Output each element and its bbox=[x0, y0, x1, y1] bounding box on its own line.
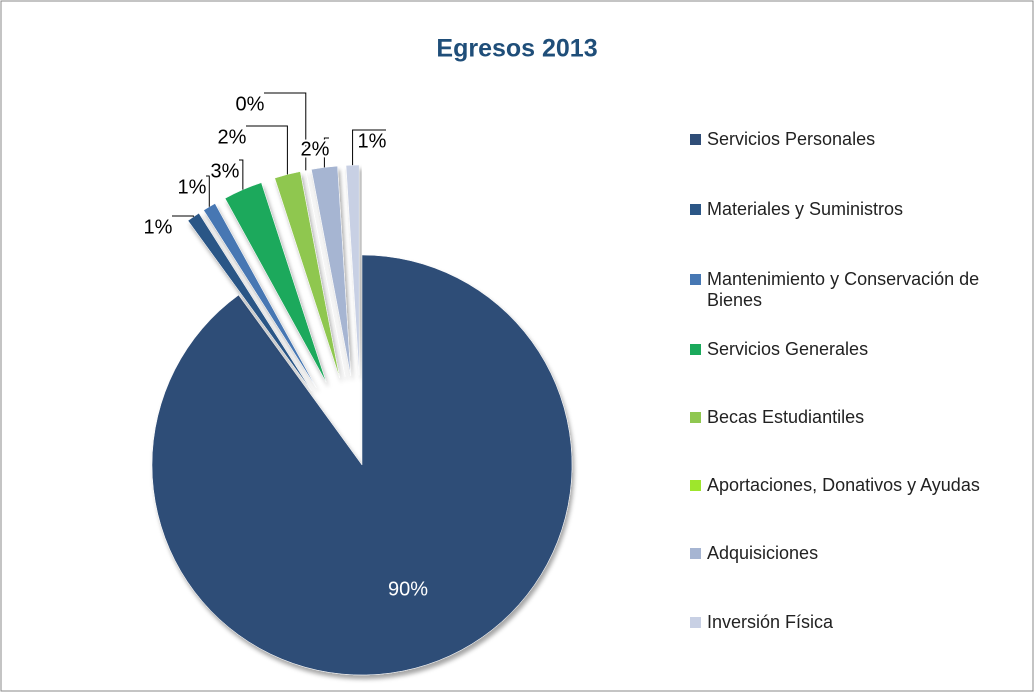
legend-swatch bbox=[690, 548, 701, 559]
pie-slice bbox=[151, 254, 573, 676]
data-label: 1% bbox=[144, 216, 173, 238]
legend-item: Inversión Física bbox=[690, 612, 1020, 633]
legend-item: Servicios Generales bbox=[690, 339, 1020, 360]
legend-item: Mantenimiento y Conservación de Bienes bbox=[690, 269, 1020, 311]
legend-label: Aportaciones, Donativos y Ayudas bbox=[707, 475, 980, 495]
chart-title: Egresos 2013 bbox=[436, 35, 597, 63]
data-label: 2% bbox=[301, 138, 330, 160]
legend-swatch bbox=[690, 204, 701, 215]
leader-line bbox=[246, 125, 288, 175]
legend-item: Aportaciones, Donativos y Ayudas bbox=[690, 475, 1020, 496]
leader-line bbox=[264, 92, 307, 171]
leader-line bbox=[352, 129, 386, 166]
pie-slice bbox=[274, 171, 340, 378]
legend-swatch bbox=[690, 412, 701, 423]
legend-item: Adquisiciones bbox=[690, 543, 1020, 564]
data-label: 1% bbox=[178, 176, 207, 198]
legend-label: Materiales y Suministros bbox=[707, 199, 904, 219]
data-label: 90% bbox=[388, 578, 428, 600]
legend-item: Becas Estudiantiles bbox=[690, 407, 1020, 428]
legend-item: Servicios Personales bbox=[690, 129, 1020, 150]
legend-swatch bbox=[690, 274, 701, 285]
leader-line bbox=[206, 175, 210, 207]
legend-item: Materiales y Suministros bbox=[690, 199, 1020, 220]
data-label: 2% bbox=[218, 126, 247, 148]
legend-swatch bbox=[690, 344, 701, 355]
pie-slice bbox=[224, 182, 327, 383]
legend-swatch bbox=[690, 134, 701, 145]
pie-slice bbox=[305, 170, 346, 377]
legend-label: Servicios Personales bbox=[707, 129, 876, 149]
legend-label: Becas Estudiantiles bbox=[707, 407, 865, 427]
legend-label: Inversión Física bbox=[707, 612, 834, 632]
legend-swatch bbox=[690, 480, 701, 491]
leader-line bbox=[239, 159, 244, 190]
legend-label: Servicios Generales bbox=[707, 339, 869, 359]
data-label: 1% bbox=[358, 130, 387, 152]
legend-swatch bbox=[690, 617, 701, 628]
data-label: 3% bbox=[211, 160, 240, 182]
legend-label: Mantenimiento y Conservación de Bienes bbox=[707, 269, 980, 310]
legend-label: Adquisiciones bbox=[707, 543, 819, 563]
data-label: 0% bbox=[236, 93, 265, 115]
leader-line bbox=[172, 215, 194, 217]
leader-line bbox=[323, 137, 329, 168]
